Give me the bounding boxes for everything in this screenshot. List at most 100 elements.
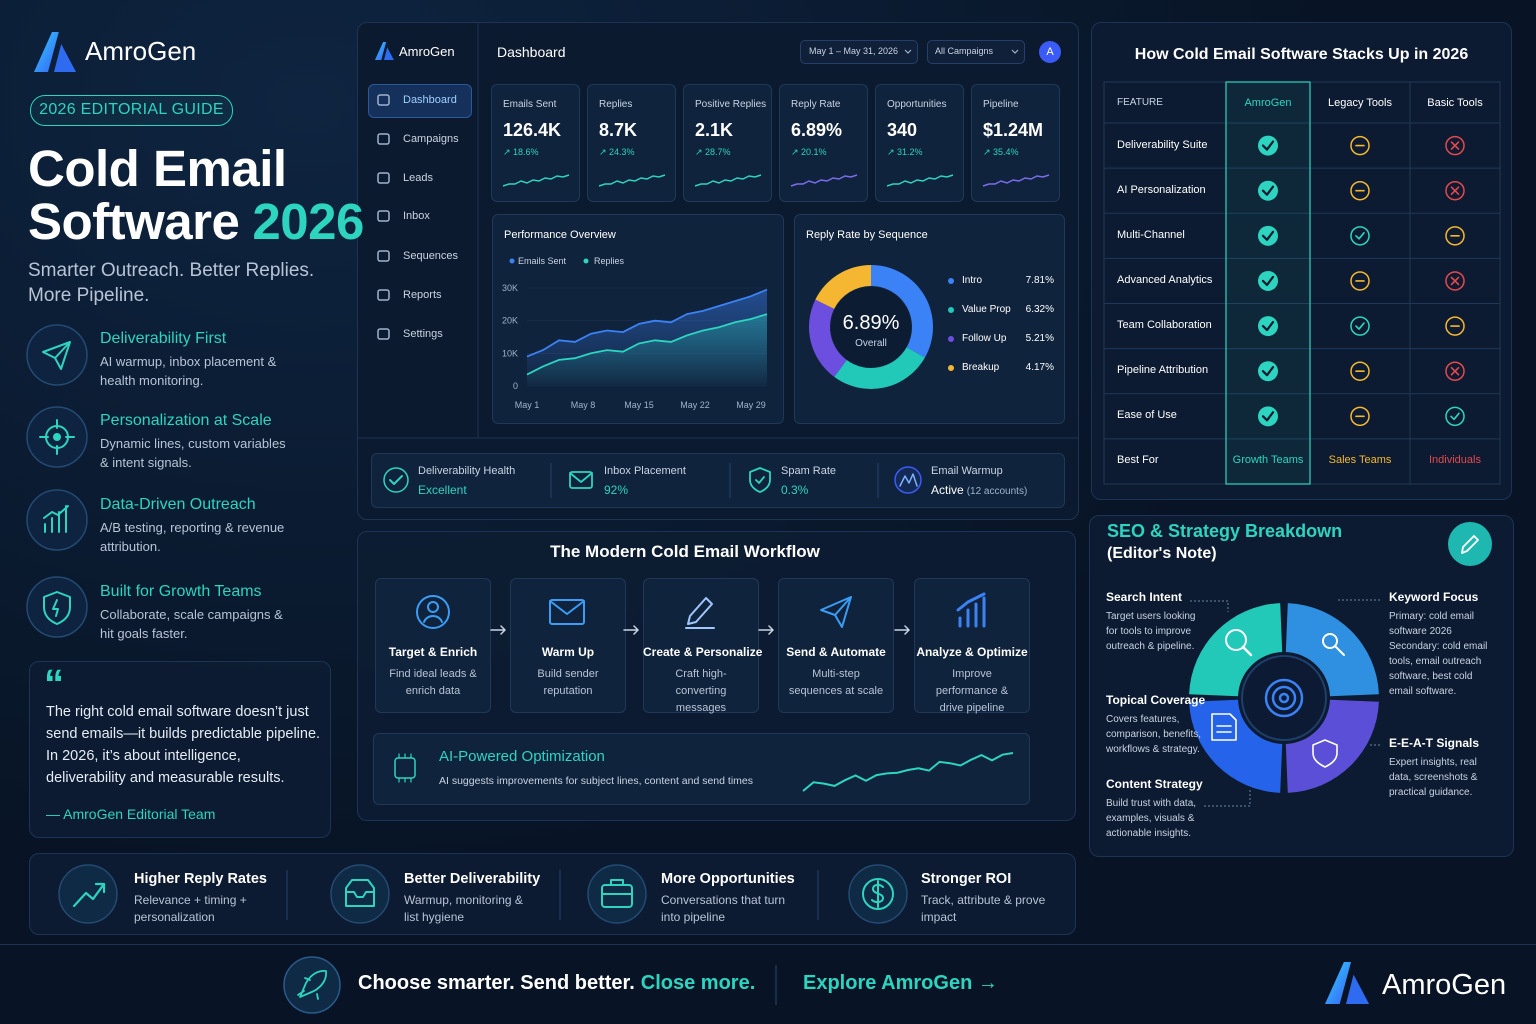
seo-item-desc: Expert insights, real data, screenshots … — [1389, 757, 1478, 798]
step-title: Warm Up — [541, 645, 595, 659]
seo-item-desc: Primary: cold email software 2026 Second… — [1389, 611, 1488, 697]
kpi-change: ↗ 31.2% — [887, 147, 923, 157]
hero-year: 2026 — [252, 193, 364, 250]
health-value: Active (12 accounts) — [931, 483, 1027, 497]
logo-mark — [54, 44, 76, 72]
health-value: 92% — [604, 483, 628, 497]
date-range: May 1 – May 31, 2026 — [809, 46, 899, 56]
icon-glyph — [53, 433, 61, 441]
legend-label: Intro — [962, 275, 983, 286]
icon-circle — [26, 576, 88, 638]
donut-center-label: Overall — [855, 338, 887, 349]
hero-title-word: Software — [28, 193, 240, 250]
cta-text: Choose smarter. Send better. — [358, 972, 635, 994]
icon-glyph — [297, 969, 328, 1000]
icon-glyph — [45, 425, 69, 449]
nav-item: Dashboard — [403, 94, 457, 106]
step-title: Create & Personalize — [643, 645, 763, 659]
kpi-change: ↗ 28.7% — [695, 147, 731, 157]
nav-item: Campaigns — [403, 133, 459, 145]
badge-text: 2026 EDITORIAL GUIDE — [39, 101, 224, 118]
quote-text: The right cold email software doesn’t ju… — [46, 704, 321, 786]
feature-name: Team Collaboration — [1117, 319, 1212, 332]
ai-desc: AI suggests improvements for subject lin… — [439, 775, 753, 787]
best-for-value: Sales Teams — [1328, 454, 1392, 467]
health-value: 0.3% — [781, 483, 808, 497]
date-select — [800, 40, 918, 64]
kpi-value: 2.1K — [695, 120, 734, 140]
chart-title: Performance Overview — [504, 229, 616, 241]
feature-name: AI Personalization — [1117, 183, 1206, 196]
kpi-value: 340 — [887, 120, 918, 140]
brand-name: AmroGen — [85, 36, 197, 66]
benefit-desc: Relevance + timing + personalization — [134, 893, 247, 924]
health-label: Spam Rate — [781, 465, 837, 477]
icon-glyph — [43, 591, 71, 625]
dashboard-brand: AmroGen — [399, 44, 455, 59]
icon-glyph — [43, 505, 69, 533]
kpi-label: Emails Sent — [503, 99, 557, 110]
feature-name: Pipeline Attribution — [1117, 364, 1209, 377]
step-title: Analyze & Optimize — [916, 645, 1028, 659]
kpi-value: 8.7K — [599, 120, 638, 140]
chart-title: Reply Rate by Sequence — [806, 229, 928, 241]
column-header: AmroGen — [1244, 97, 1292, 109]
kpi-change: ↗ 35.4% — [983, 147, 1019, 157]
benefit-title: Stronger ROI — [921, 871, 1012, 887]
feature-name: Deliverability Suite — [1117, 138, 1208, 151]
feature-desc: AI warmup, inbox placement & health moni… — [100, 354, 277, 388]
ai-panel — [373, 733, 1030, 805]
icon-circle — [26, 489, 88, 551]
step-desc: Improve performance & drive pipeline — [935, 668, 1009, 714]
health-label: Inbox Placement — [604, 465, 686, 477]
dashboard-title: Dashboard — [497, 44, 566, 60]
table-panel — [1091, 22, 1512, 500]
hero-title: Cold Email — [28, 140, 287, 197]
badge — [30, 95, 233, 126]
nav-item: Inbox — [403, 210, 430, 222]
health-value-text: 0.3% — [781, 483, 809, 497]
legend-value: 6.32% — [1025, 304, 1054, 315]
feature-title: Personalization at Scale — [100, 412, 272, 429]
benefit-title: More Opportunities — [661, 871, 795, 887]
explore-link[interactable]: Explore AmroGen → — [803, 972, 998, 994]
legend-label: Value Prop — [962, 304, 1011, 315]
kpi-label: Replies — [599, 99, 633, 110]
kpi-label: Pipeline — [983, 99, 1019, 110]
icon-circle — [283, 956, 341, 1014]
kpi-value: 126.4K — [503, 120, 562, 140]
legend-value: 4.17% — [1025, 362, 1054, 373]
feature-title: Deliverability First — [100, 330, 227, 347]
ai-title: AI-Powered Optimization — [439, 748, 605, 765]
seo-item-title: Search Intent — [1106, 590, 1183, 604]
feature-desc: Dynamic lines, custom variables & intent… — [100, 436, 286, 470]
step-desc: Find ideal leads & enrich data — [389, 668, 477, 697]
best-for-value: Individuals — [1429, 454, 1481, 467]
seo-subtitle: (Editor's Note) — [1107, 545, 1217, 562]
health-panel — [371, 453, 1065, 508]
health-value-text: Excellent — [418, 483, 467, 497]
step-title: Target & Enrich — [388, 645, 478, 659]
seo-item-desc: Target users looking for tools to improv… — [1106, 611, 1196, 652]
seo-title: SEO & Strategy Breakdown — [1107, 521, 1343, 541]
logo-mark — [34, 32, 59, 72]
cta-accent: Close more. — [640, 972, 756, 994]
feature-title: Built for Growth Teams — [100, 583, 262, 600]
legend-label: Breakup — [962, 362, 1000, 373]
benefit-desc: Warmup, monitoring & list hygiene — [404, 893, 523, 924]
seo-item-title: Keyword Focus — [1389, 590, 1479, 604]
feature-name: Advanced Analytics — [1117, 273, 1213, 286]
step-desc: Multi-step sequences at scale — [788, 668, 884, 697]
benefit-desc: Conversations that turn into pipeline — [661, 893, 786, 924]
health-value-text: Active — [931, 483, 964, 497]
nav-item: Settings — [403, 328, 443, 340]
icon-circle — [26, 324, 88, 386]
workflow-title: The Modern Cold Email Workflow — [550, 542, 820, 561]
legend-label: Replies — [594, 256, 625, 266]
kpi-label: Reply Rate — [791, 99, 841, 110]
kpi-change: ↗ 24.3% — [599, 147, 635, 157]
kpi-label: Positive Replies — [695, 99, 767, 110]
feature-name: Multi-Channel — [1117, 228, 1185, 241]
nav-item: Sequences — [403, 250, 459, 262]
